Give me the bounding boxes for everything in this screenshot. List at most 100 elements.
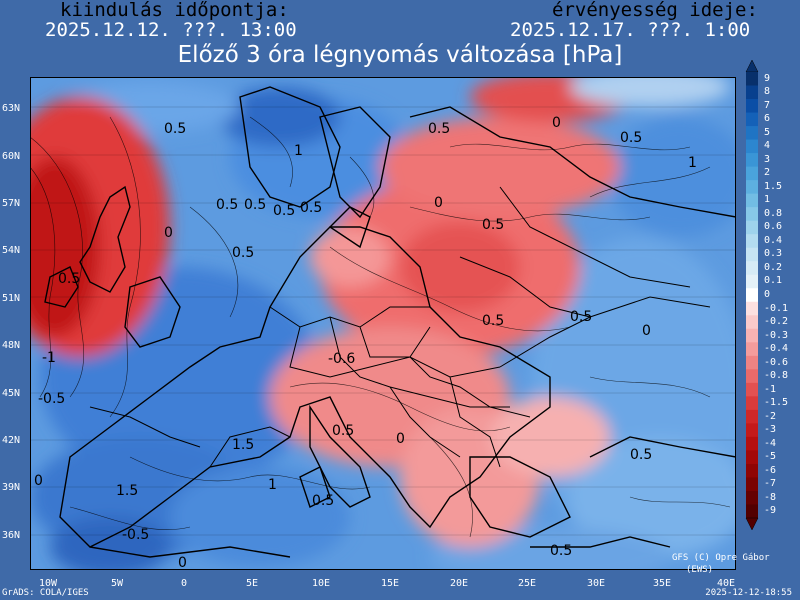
contour-label: 0.5: [620, 130, 642, 146]
contour-label: 0.5: [273, 203, 295, 219]
legend-swatch: [746, 382, 758, 397]
legend-label: 0.1: [764, 275, 783, 287]
legend-label: -2: [764, 410, 777, 422]
contour-label: 1: [688, 155, 697, 171]
legend-swatch: [746, 477, 758, 492]
legend-swatch: [746, 369, 758, 384]
map-border: [30, 77, 736, 570]
legend-swatch: [746, 166, 758, 181]
legend-swatch: [746, 463, 758, 478]
lon-label: 5E: [245, 578, 259, 589]
lat-label: 48N: [2, 340, 21, 351]
legend-swatch: [746, 85, 758, 100]
lat-label: 54N: [2, 245, 21, 256]
legend-swatch: [746, 328, 758, 343]
lat-label: 51N: [2, 293, 21, 304]
contour-label: 0: [178, 555, 187, 570]
legend-swatch: [746, 220, 758, 235]
coastlines: [44, 86, 736, 558]
legend-label: 0.4: [764, 234, 783, 246]
lon-label: 30E: [586, 578, 606, 589]
legend-swatch: [746, 423, 758, 438]
legend-label: 5: [764, 126, 771, 138]
lat-label: 45N: [2, 388, 21, 399]
legend-label: 7: [764, 99, 771, 111]
legend-swatch: [746, 301, 758, 316]
map-title: Előző 3 óra légnyomás változása [hPa]: [177, 42, 623, 68]
contour-label: 1.5: [116, 483, 138, 499]
legend-swatch: [746, 99, 758, 114]
legend-swatch: [746, 234, 758, 249]
lon-label: 35E: [652, 578, 672, 589]
contour-label: -1: [42, 350, 56, 366]
lon-label: 25E: [517, 578, 537, 589]
legend-swatch: [746, 180, 758, 195]
legend-swatch: [746, 72, 758, 87]
contour-label: -0.5: [38, 391, 65, 407]
legend-label: 1.5: [764, 180, 783, 192]
legend-swatch: [746, 436, 758, 451]
author-credit: GFS (C) Opre Gábor: [672, 553, 770, 563]
author-credit-2: (EWS): [686, 565, 714, 575]
legend-swatch: [746, 207, 758, 222]
contour-label: 1: [268, 477, 277, 493]
legend-label: -0.6: [764, 356, 789, 368]
legend-label: -0.3: [764, 329, 789, 341]
contour-label: 0.5: [482, 313, 504, 329]
legend-swatch: [746, 396, 758, 411]
lat-label: 57N: [2, 198, 21, 209]
contour-label: 0.5: [216, 197, 238, 213]
legend-swatch: [746, 261, 758, 276]
field-blobs: [30, 77, 736, 570]
contour-label: 0: [434, 195, 443, 211]
render-timestamp: 2025-12-12-18:55: [705, 588, 792, 598]
contour-label: 0: [34, 473, 43, 489]
contour-label: 0: [396, 431, 405, 447]
contour-label: 0.5: [232, 245, 254, 261]
legend-label: 8: [764, 86, 771, 98]
color-legend: [745, 60, 759, 530]
lon-label: 20E: [449, 578, 469, 589]
legend-swatch: [746, 490, 758, 505]
legend-label: 0: [764, 289, 771, 300]
lon-label: 10E: [311, 578, 331, 589]
contour-label: 1: [294, 143, 303, 159]
valid-time-value: 2025.12.17. ???. 1:00: [510, 19, 751, 41]
legend-label: -0.4: [764, 343, 789, 355]
lon-label: 10W: [38, 578, 58, 589]
contour-label: 0.5: [244, 197, 266, 213]
legend-label: 6: [764, 113, 771, 125]
legend-label: 2: [764, 167, 771, 179]
contour-label: 0: [164, 225, 173, 241]
legend-label: -1: [764, 383, 777, 395]
legend-label: -0.1: [764, 302, 789, 314]
contour-label: 0.5: [300, 200, 322, 216]
legend-label: -5: [764, 451, 777, 463]
legend-label: -4: [764, 437, 777, 449]
legend-label: -9: [764, 505, 777, 517]
legend-swatch: [746, 247, 758, 262]
contour-label: 0.5: [482, 217, 504, 233]
lat-label: 60N: [2, 151, 21, 162]
legend-label: -0.8: [764, 370, 789, 382]
legend-label: 3: [764, 153, 771, 165]
contour-label: 0.5: [428, 121, 450, 137]
contour-label: -0.5: [122, 527, 149, 543]
legend-swatch: [746, 409, 758, 424]
legend-swatch: [746, 112, 758, 127]
contour-label: 0.5: [550, 543, 572, 559]
legend-swatch: [746, 153, 758, 168]
start-time-value: 2025.12.12. ???. 13:00: [45, 19, 297, 41]
contour-label: 0: [642, 323, 651, 339]
contour-label: 1.5: [232, 437, 254, 453]
legend-swatch: [746, 193, 758, 208]
lat-label: 63N: [2, 103, 21, 114]
legend-label: 0.6: [764, 221, 783, 233]
isobar-change-contours: [30, 116, 731, 538]
start-time-label: kiindulás időpontja:: [60, 0, 289, 21]
lon-label: 5W: [110, 578, 124, 589]
contour-label: 0.5: [312, 493, 334, 509]
contour-label: -0.6: [328, 351, 355, 367]
legend-label: -0.2: [764, 316, 789, 328]
contour-label: 0: [552, 115, 561, 131]
